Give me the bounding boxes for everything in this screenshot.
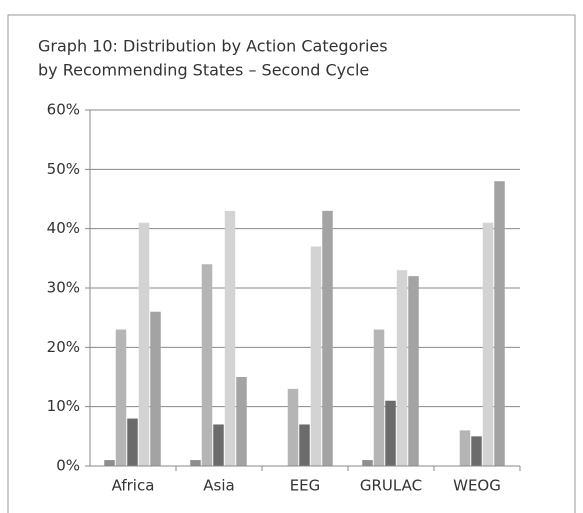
y-tick-label: 10% xyxy=(47,397,80,415)
bar xyxy=(299,424,310,466)
x-tick-label: WEOG xyxy=(453,477,501,495)
bar xyxy=(138,222,150,466)
x-tick-label: Asia xyxy=(203,477,234,495)
bar xyxy=(385,400,396,466)
bar xyxy=(396,270,408,466)
y-tick-label: 30% xyxy=(47,279,80,297)
y-tick-label: 40% xyxy=(47,219,80,237)
x-tick-label: Africa xyxy=(112,477,155,495)
bar xyxy=(471,436,482,466)
bar xyxy=(201,264,213,466)
bar xyxy=(104,460,115,466)
y-tick-label: 20% xyxy=(47,338,80,356)
bar xyxy=(127,418,138,466)
bar xyxy=(482,222,494,466)
x-tick-label: EEG xyxy=(290,477,321,495)
chart-title: by Recommending States – Second Cycle xyxy=(38,61,369,80)
bar xyxy=(494,181,505,466)
bar xyxy=(150,311,161,466)
y-tick-label: 60% xyxy=(47,101,80,119)
x-tick-label: GRULAC xyxy=(360,477,422,495)
bar xyxy=(190,460,201,466)
bar xyxy=(459,430,471,466)
bar xyxy=(236,377,247,466)
bar xyxy=(373,329,385,466)
bar xyxy=(224,210,236,466)
frame xyxy=(7,14,576,513)
y-tick-label: 50% xyxy=(47,160,80,178)
y-tick-label: 0% xyxy=(56,457,80,475)
bar xyxy=(322,210,333,466)
chart-title: Graph 10: Distribution by Action Categor… xyxy=(38,37,388,56)
bar xyxy=(310,246,322,466)
bar xyxy=(115,329,127,466)
bar xyxy=(362,460,373,466)
bar xyxy=(213,424,224,466)
bar xyxy=(287,388,299,466)
bar xyxy=(408,276,419,466)
